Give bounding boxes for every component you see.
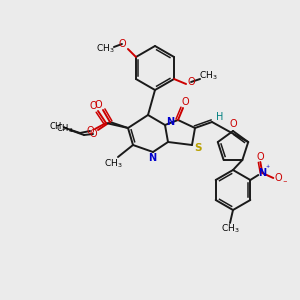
Text: O: O xyxy=(181,97,189,107)
Text: CH$_3$: CH$_3$ xyxy=(56,123,74,135)
Text: $^-$: $^-$ xyxy=(281,178,288,187)
Text: H: H xyxy=(216,112,224,122)
Text: S: S xyxy=(194,143,202,153)
Text: O: O xyxy=(256,152,264,162)
Text: O: O xyxy=(89,101,97,111)
Text: N: N xyxy=(258,168,266,178)
Text: O: O xyxy=(118,39,126,49)
Text: CH$_3$: CH$_3$ xyxy=(49,121,67,133)
Text: N: N xyxy=(166,117,174,127)
Text: N: N xyxy=(148,153,156,163)
Text: CH$_3$: CH$_3$ xyxy=(104,158,122,170)
Text: CH$_3$: CH$_3$ xyxy=(221,223,239,235)
Text: O: O xyxy=(187,77,195,87)
Text: O: O xyxy=(229,119,237,129)
Text: CH$_3$: CH$_3$ xyxy=(96,43,114,55)
Text: $^+$: $^+$ xyxy=(264,165,271,171)
Text: O: O xyxy=(86,126,94,136)
Text: O: O xyxy=(89,129,97,139)
Text: O: O xyxy=(94,100,102,110)
Text: O: O xyxy=(274,173,282,183)
Text: CH$_3$: CH$_3$ xyxy=(199,70,218,82)
